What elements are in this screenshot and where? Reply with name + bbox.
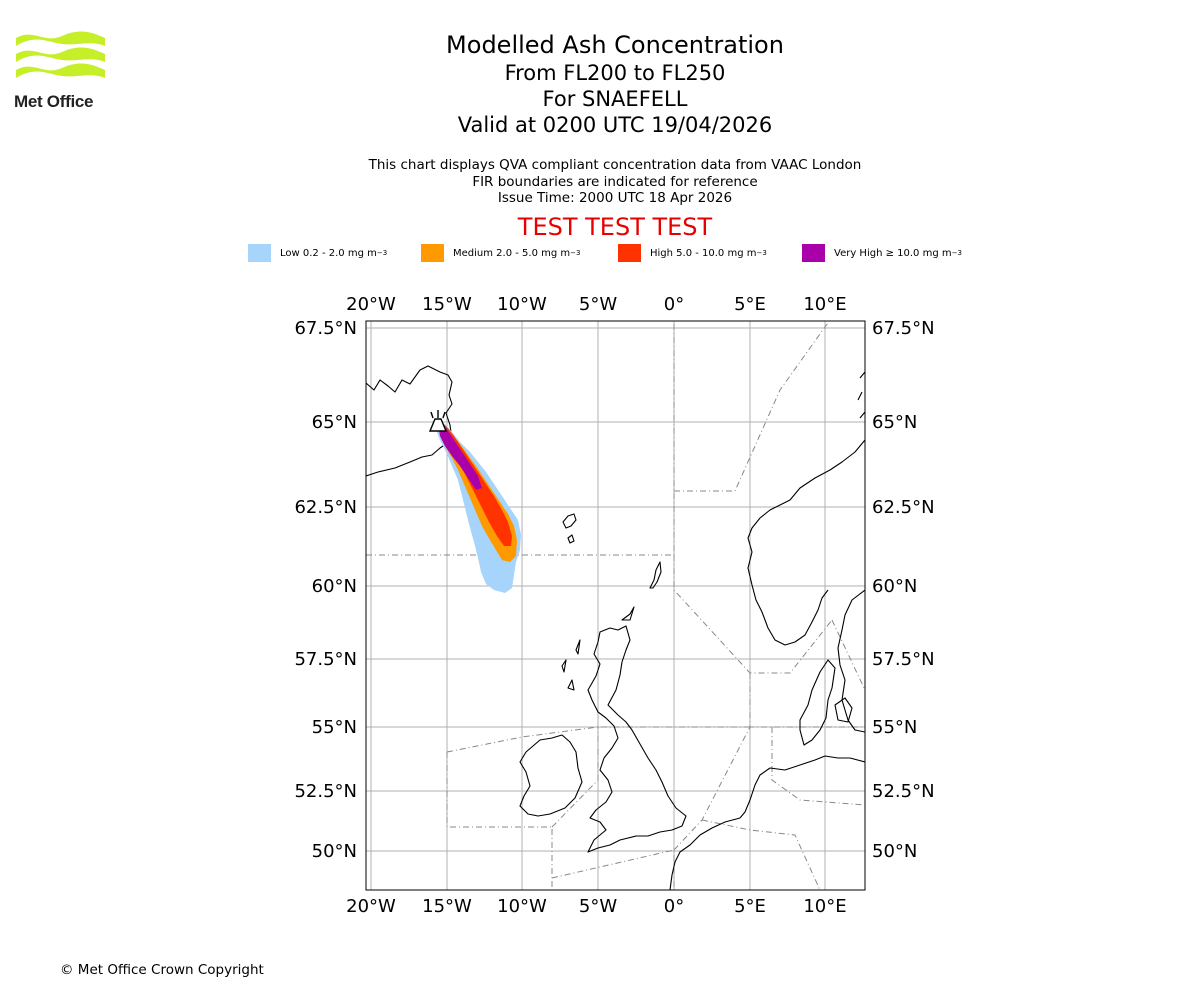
legend-label-medium: Medium 2.0 - 5.0 mg m xyxy=(453,247,571,259)
legend-swatch-low xyxy=(248,244,271,262)
lat-tick-right-62-5n: 62.5°N xyxy=(872,497,935,518)
legend-swatch-very-high xyxy=(802,244,825,262)
lat-tick-right-65n: 65°N xyxy=(872,412,917,433)
title-line-1: Modelled Ash Concentration xyxy=(446,31,784,59)
lon-tick-bottom-10w: 10°W xyxy=(497,896,547,917)
lat-tick-right-67-5n: 67.5°N xyxy=(872,318,935,339)
lat-tick-left-55n: 55°N xyxy=(312,717,357,738)
lat-tick-left-52-5n: 52.5°N xyxy=(294,781,357,802)
lat-tick-right-57-5n: 57.5°N xyxy=(872,649,935,670)
legend-exp-very-high: −3 xyxy=(951,249,962,257)
legend-swatch-medium xyxy=(421,244,444,262)
lat-tick-left-65n: 65°N xyxy=(312,412,357,433)
map-frame xyxy=(365,320,866,891)
lat-tick-left-60n: 60°N xyxy=(312,576,357,597)
legend-label-very-high: Very High ≥ 10.0 mg m xyxy=(834,247,952,259)
lat-tick-right-50n: 50°N xyxy=(872,841,917,862)
lon-tick-top-5w: 5°W xyxy=(579,294,617,315)
volcano-icon xyxy=(428,410,448,432)
legend-swatch-high xyxy=(618,244,641,262)
lon-tick-top-15w: 15°W xyxy=(422,294,472,315)
lon-tick-bottom-0: 0° xyxy=(664,896,684,917)
lon-tick-top-0: 0° xyxy=(664,294,684,315)
ash-plume xyxy=(436,424,521,593)
coastlines xyxy=(366,365,865,890)
lon-tick-bottom-10e: 10°E xyxy=(803,896,846,917)
lat-tick-left-57-5n: 57.5°N xyxy=(294,649,357,670)
gridlines xyxy=(366,321,865,890)
met-office-waves-icon xyxy=(16,31,105,78)
subtitle-line-2: FIR boundaries are indicated for referen… xyxy=(472,173,758,190)
lat-tick-right-60n: 60°N xyxy=(872,576,917,597)
lat-tick-left-62-5n: 62.5°N xyxy=(294,497,357,518)
legend-exp-high: −3 xyxy=(756,249,767,257)
legend-item-high: High 5.0 - 10.0 mg m −3 xyxy=(618,244,767,262)
lat-tick-left-67-5n: 67.5°N xyxy=(294,318,357,339)
lon-tick-bottom-5e: 5°E xyxy=(734,896,766,917)
lon-tick-top-20w: 20°W xyxy=(346,294,396,315)
legend-label-high: High 5.0 - 10.0 mg m xyxy=(650,247,757,259)
subtitle-line-3: Issue Time: 2000 UTC 18 Apr 2026 xyxy=(497,190,733,206)
fir-boundaries xyxy=(366,321,865,890)
copyright: © Met Office Crown Copyright xyxy=(60,962,264,978)
chart-title: Modelled Ash Concentration From FL200 to… xyxy=(0,30,1200,138)
legend-item-very-high: Very High ≥ 10.0 mg m −3 xyxy=(802,244,962,262)
test-banner: TEST TEST TEST xyxy=(517,213,713,241)
met-office-logo: Met Office xyxy=(14,30,109,111)
subtitle-line-1: This chart displays QVA compliant concen… xyxy=(368,157,862,173)
title-line-4: Valid at 0200 UTC 19/04/2026 xyxy=(457,113,773,137)
lon-tick-bottom-15w: 15°W xyxy=(422,896,472,917)
title-line-2: From FL200 to FL250 xyxy=(504,61,726,85)
lat-tick-left-50n: 50°N xyxy=(312,841,357,862)
chart-subtitle: This chart displays QVA compliant concen… xyxy=(0,157,1200,207)
lon-tick-top-10w: 10°W xyxy=(497,294,547,315)
lon-tick-top-5e: 5°E xyxy=(734,294,766,315)
legend-item-medium: Medium 2.0 - 5.0 mg m −3 xyxy=(421,244,580,262)
lat-tick-right-52-5n: 52.5°N xyxy=(872,781,935,802)
title-line-3: For SNAEFELL xyxy=(542,87,688,111)
lat-tick-right-55n: 55°N xyxy=(872,717,917,738)
lon-tick-top-10e: 10°E xyxy=(803,294,846,315)
legend-exp-low: −3 xyxy=(376,249,388,257)
logo-text: Met Office xyxy=(14,92,94,111)
ash-very-high xyxy=(439,428,482,490)
legend-label-low: Low 0.2 - 2.0 mg m xyxy=(280,247,377,259)
legend-exp-medium: −3 xyxy=(570,249,581,257)
lon-tick-bottom-20w: 20°W xyxy=(346,896,396,917)
lon-tick-bottom-5w: 5°W xyxy=(579,896,617,917)
legend-item-low: Low 0.2 - 2.0 mg m −3 xyxy=(248,244,387,262)
